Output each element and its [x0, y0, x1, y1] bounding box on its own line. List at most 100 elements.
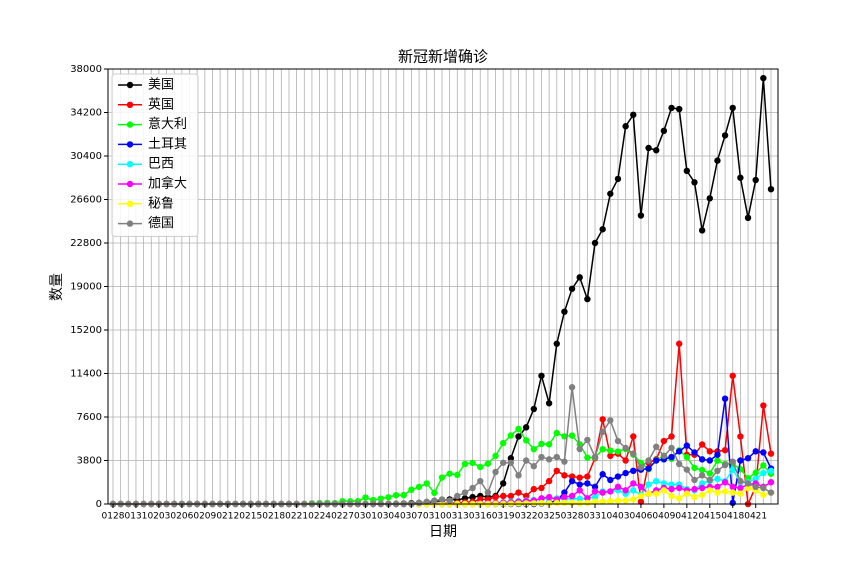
data-point: [530, 485, 538, 493]
legend-box: [111, 73, 199, 237]
data-point: [522, 500, 530, 507]
y-tick-label: 34200: [70, 108, 102, 119]
data-point: [545, 493, 553, 501]
y-tick-label: 0: [96, 499, 102, 510]
data-point: [752, 176, 759, 184]
chart-title: 新冠新增确诊: [398, 48, 488, 66]
x-tick-label: 0406: [629, 512, 652, 522]
data-point: [607, 452, 614, 460]
legend-marker: [126, 180, 134, 188]
data-point: [721, 479, 729, 486]
data-point: [630, 467, 637, 475]
data-point: [568, 473, 576, 480]
x-tick-label: 0322: [515, 512, 538, 522]
data-point: [653, 477, 660, 485]
data-point: [683, 453, 691, 461]
data-point: [645, 481, 652, 488]
data-point: [614, 473, 622, 480]
data-point: [760, 491, 767, 499]
data-point: [545, 500, 553, 507]
data-point: [607, 190, 614, 197]
data-point: [423, 498, 430, 505]
data-point: [515, 489, 522, 496]
data-point: [675, 495, 683, 502]
data-point: [645, 465, 652, 472]
data-point: [599, 226, 606, 233]
x-tick-label: 0301: [354, 512, 377, 522]
data-point: [576, 487, 583, 494]
data-point: [599, 489, 606, 496]
data-point: [706, 195, 713, 202]
data-point: [721, 132, 729, 139]
data-point: [668, 433, 675, 440]
data-point: [698, 491, 706, 499]
data-point: [675, 460, 683, 468]
data-point: [706, 487, 713, 494]
data-point: [492, 468, 499, 476]
data-point: [767, 185, 775, 193]
data-point: [599, 446, 606, 453]
data-point: [729, 372, 736, 379]
data-point: [507, 432, 515, 439]
data-point: [553, 467, 560, 475]
data-point: [675, 448, 683, 455]
data-point: [630, 433, 637, 440]
data-point: [683, 490, 691, 497]
data-point: [614, 175, 622, 183]
legend-label: 美国: [148, 78, 174, 93]
x-tick-label: 0316: [469, 512, 492, 522]
data-point: [721, 488, 729, 495]
data-point: [668, 485, 675, 493]
y-tick-label: 15200: [70, 325, 102, 336]
data-point: [698, 441, 706, 448]
data-point: [637, 492, 645, 500]
data-point: [591, 488, 599, 495]
data-point: [721, 395, 729, 402]
data-point: [737, 174, 744, 181]
x-tick-label: 0218: [262, 512, 285, 522]
x-tick-label: 0304: [377, 512, 400, 522]
legend-marker: [126, 200, 134, 207]
data-point: [729, 489, 736, 496]
data-point: [698, 466, 706, 474]
x-tick-label: 0128: [102, 512, 125, 522]
y-tick-label: 30400: [70, 151, 102, 162]
data-point: [660, 452, 668, 460]
data-point: [561, 493, 568, 501]
data-point: [760, 469, 767, 477]
data-point: [538, 372, 545, 379]
data-point: [714, 157, 721, 164]
x-tick-label: 0331: [584, 512, 607, 522]
data-point: [538, 453, 545, 461]
data-point: [385, 494, 392, 501]
data-point: [691, 179, 698, 186]
data-point: [507, 459, 515, 466]
data-point: [737, 477, 744, 485]
data-point: [637, 212, 645, 219]
x-tick-label: 0224: [308, 512, 331, 522]
data-point: [607, 488, 614, 495]
data-point: [515, 472, 522, 479]
data-point: [752, 483, 759, 491]
data-point: [446, 470, 453, 477]
data-point: [637, 498, 645, 505]
data-point: [691, 493, 698, 501]
data-point: [645, 490, 652, 497]
data-point: [446, 497, 453, 504]
data-point: [530, 500, 538, 507]
legend-label: 秘鲁: [148, 196, 174, 211]
data-point: [545, 400, 553, 407]
data-point: [660, 480, 668, 487]
data-point: [752, 448, 759, 455]
data-point: [477, 463, 484, 471]
data-point: [584, 454, 591, 461]
data-point: [392, 491, 400, 499]
data-point: [737, 433, 744, 440]
data-point: [461, 460, 469, 468]
x-tick-label: 0313: [446, 512, 469, 522]
axes: 0128 0131 0203 0206 0209 0212 0215 0218 0221 0224…: [70, 64, 767, 522]
data-point: [507, 455, 515, 462]
x-tick-label: 0212: [216, 512, 239, 522]
data-point: [522, 424, 530, 431]
data-point: [714, 467, 721, 475]
